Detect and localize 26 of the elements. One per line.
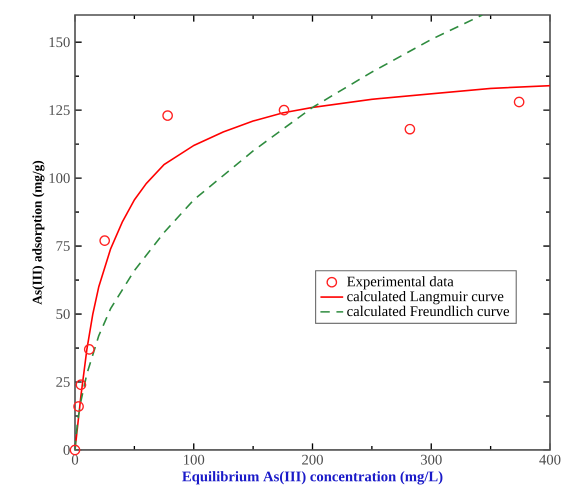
x-tick-label: 300 [420, 454, 442, 465]
point [84, 344, 95, 355]
y-tick-label: 125 [50, 105, 70, 116]
point [70, 444, 80, 456]
x-tick-label: 200 [302, 454, 323, 465]
point [76, 379, 86, 390]
point [99, 235, 110, 246]
legend-label: Experimental data [347, 276, 454, 290]
x-tick-label: 100 [184, 454, 204, 465]
point [162, 110, 173, 121]
legend-label: calculated Langmuir curve [347, 290, 504, 304]
x-tick-label: 400 [539, 454, 560, 465]
y-tick-label: 75 [56, 241, 70, 251]
y-tick-label: 100 [50, 173, 70, 184]
y-tick-label: 0 [64, 445, 70, 455]
x-tick-label: 0 [72, 454, 78, 465]
x-axis-title: Equilibrium As(III) concentration (mg/L) [182, 471, 442, 484]
point [73, 401, 84, 412]
point [278, 104, 290, 116]
y-tick-label: 150 [50, 37, 70, 48]
point [404, 124, 416, 135]
y-tick-label: 50 [56, 309, 70, 319]
y-axis-title: As(III) adsorption (mg/g) [32, 160, 44, 305]
legend-label: calculated Freundlich curve [347, 306, 510, 316]
y-tick-label: 25 [56, 377, 70, 387]
point [514, 96, 524, 108]
